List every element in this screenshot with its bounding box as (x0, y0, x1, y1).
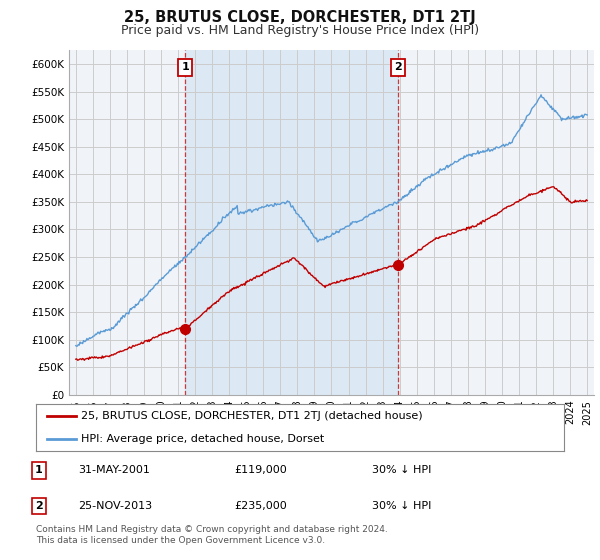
Text: Contains HM Land Registry data © Crown copyright and database right 2024.
This d: Contains HM Land Registry data © Crown c… (36, 525, 388, 545)
Text: 1: 1 (35, 465, 43, 475)
Text: HPI: Average price, detached house, Dorset: HPI: Average price, detached house, Dors… (81, 433, 324, 444)
Text: Price paid vs. HM Land Registry's House Price Index (HPI): Price paid vs. HM Land Registry's House … (121, 24, 479, 36)
Text: 30% ↓ HPI: 30% ↓ HPI (372, 465, 431, 475)
Text: £119,000: £119,000 (234, 465, 287, 475)
Text: £235,000: £235,000 (234, 501, 287, 511)
Text: 30% ↓ HPI: 30% ↓ HPI (372, 501, 431, 511)
Text: 25, BRUTUS CLOSE, DORCHESTER, DT1 2TJ (detached house): 25, BRUTUS CLOSE, DORCHESTER, DT1 2TJ (d… (81, 412, 422, 422)
Text: 1: 1 (181, 63, 189, 72)
Text: 2: 2 (35, 501, 43, 511)
Text: 31-MAY-2001: 31-MAY-2001 (78, 465, 150, 475)
Text: 25, BRUTUS CLOSE, DORCHESTER, DT1 2TJ: 25, BRUTUS CLOSE, DORCHESTER, DT1 2TJ (124, 10, 476, 25)
Text: 2: 2 (394, 63, 402, 72)
Text: 25-NOV-2013: 25-NOV-2013 (78, 501, 152, 511)
Bar (185, 50, 398, 395)
